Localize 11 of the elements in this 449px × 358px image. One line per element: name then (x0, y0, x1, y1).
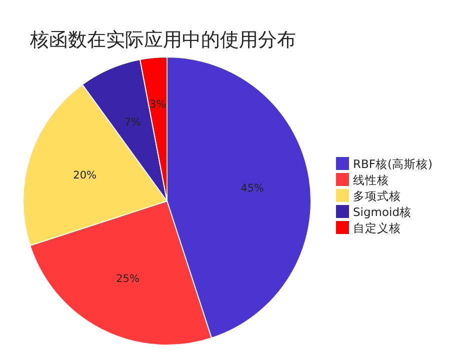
legend-label: RBF核(高斯核) (353, 157, 432, 171)
data-label: 3% (149, 98, 166, 111)
data-label: 7% (124, 116, 142, 129)
legend-label: 多项式核 (353, 189, 401, 203)
legend-label: 自定义核 (353, 221, 401, 235)
legend-label: 线性核 (353, 173, 389, 187)
data-label: 25% (116, 272, 140, 285)
chart-title: 核函数在实际应用中的使用分布 (29, 29, 296, 51)
data-label: 45% (240, 182, 264, 194)
data-label: 20% (73, 169, 97, 182)
legend-label: Sigmoid核 (353, 205, 412, 219)
